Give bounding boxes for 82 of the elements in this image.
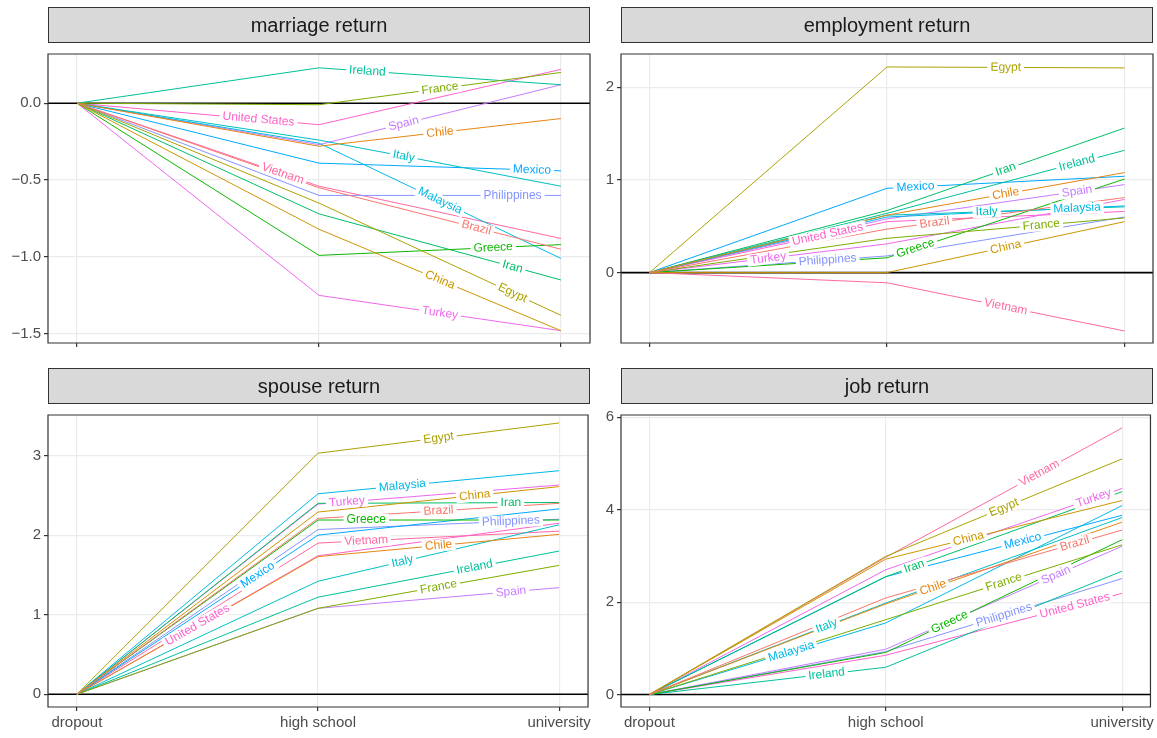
y-tick-label: −1.5 (11, 323, 41, 341)
chart-title: spouse return (48, 368, 590, 404)
series-label: Mexico (512, 161, 552, 177)
series-label: Vietnam (343, 531, 389, 549)
x-tick-label: dropout (623, 713, 676, 731)
text: Iran (993, 158, 1018, 179)
text: Egypt (986, 494, 1022, 520)
text: Italy (391, 146, 416, 165)
text: Malaysia (766, 637, 816, 665)
y-tick-label: −1.0 (11, 247, 41, 265)
text: Spain (1060, 181, 1094, 200)
text: France (420, 78, 460, 98)
text: Mexico (1002, 528, 1044, 552)
text: Greece (894, 234, 937, 261)
text: Turkey (421, 302, 459, 322)
x-tick-label: high school (847, 713, 924, 731)
text: Spain (386, 112, 421, 134)
text: China (988, 236, 1023, 257)
x-tick-label: high school (280, 713, 356, 731)
chart-title: job return (621, 368, 1153, 404)
text: Brazil (918, 213, 951, 231)
text: China (423, 266, 458, 292)
y-tick-label: 2 (605, 592, 614, 610)
text: Chile (917, 575, 949, 599)
text: France (983, 569, 1024, 594)
text: Ireland (455, 556, 494, 577)
series-label: Iran (500, 494, 522, 510)
text: Italy (389, 551, 415, 571)
text: United States (222, 108, 296, 129)
text: Malaysia (378, 475, 427, 495)
text: Iran (500, 256, 525, 276)
text: Italy (813, 614, 840, 636)
series-label: Mexico (896, 178, 936, 195)
y-tick-label: 0 (605, 684, 614, 702)
y-tick-label: 1 (32, 604, 41, 622)
text: Iran (901, 555, 926, 576)
series-label: Malaysia (1052, 199, 1102, 216)
series-label: Philippines (798, 250, 858, 269)
text: Ireland (1057, 150, 1097, 174)
text: China (951, 527, 986, 549)
text: China (458, 486, 492, 504)
text: Ireland (807, 664, 846, 683)
y-tick-label: 0.0 (20, 93, 41, 111)
text: Chile (424, 536, 454, 554)
text: Greece (928, 606, 971, 637)
series-label: Brazil (423, 502, 454, 519)
y-tick-label: 1 (605, 170, 614, 188)
text: Brazil (1058, 532, 1091, 554)
x-tick-label: dropout (51, 713, 104, 731)
text: United States (790, 219, 865, 249)
y-tick-label: 3 (32, 445, 41, 463)
series-label: Ireland (348, 62, 387, 79)
y-tick-label: 4 (605, 499, 614, 517)
y-tick-label: 2 (605, 77, 614, 95)
x-tick-label: university (1090, 713, 1155, 731)
series-label: Egypt (990, 59, 1022, 74)
series-label: France (1022, 215, 1061, 233)
text: Spain (1038, 561, 1073, 587)
text: Vietnam (983, 294, 1029, 318)
text: Turkey (749, 248, 787, 267)
text: Chile (425, 123, 455, 141)
chart-title: employment return (621, 7, 1153, 43)
y-tick-label: 0 (32, 684, 41, 702)
series-label: Spain (494, 582, 527, 600)
series-label: Greece (346, 512, 387, 527)
series-label: Turkey (328, 492, 366, 510)
text: Turkey (1074, 485, 1113, 511)
series-label: Greece (473, 239, 514, 255)
x-tick-label: university (527, 713, 592, 731)
y-tick-label: 6 (605, 407, 614, 425)
y-tick-label: 2 (32, 525, 41, 543)
series-label: Italy (975, 203, 998, 219)
text: Egypt (422, 428, 456, 447)
series-label: Philippines (481, 512, 541, 529)
text: United States (1038, 589, 1112, 621)
series-label: Philippines (483, 187, 542, 202)
y-tick-label: 0 (605, 262, 614, 280)
text: Brazil (460, 216, 493, 238)
y-tick-label: −0.5 (11, 170, 41, 188)
text: France (418, 575, 459, 597)
text: Chile (990, 183, 1021, 203)
chart-title: marriage return (48, 7, 590, 43)
